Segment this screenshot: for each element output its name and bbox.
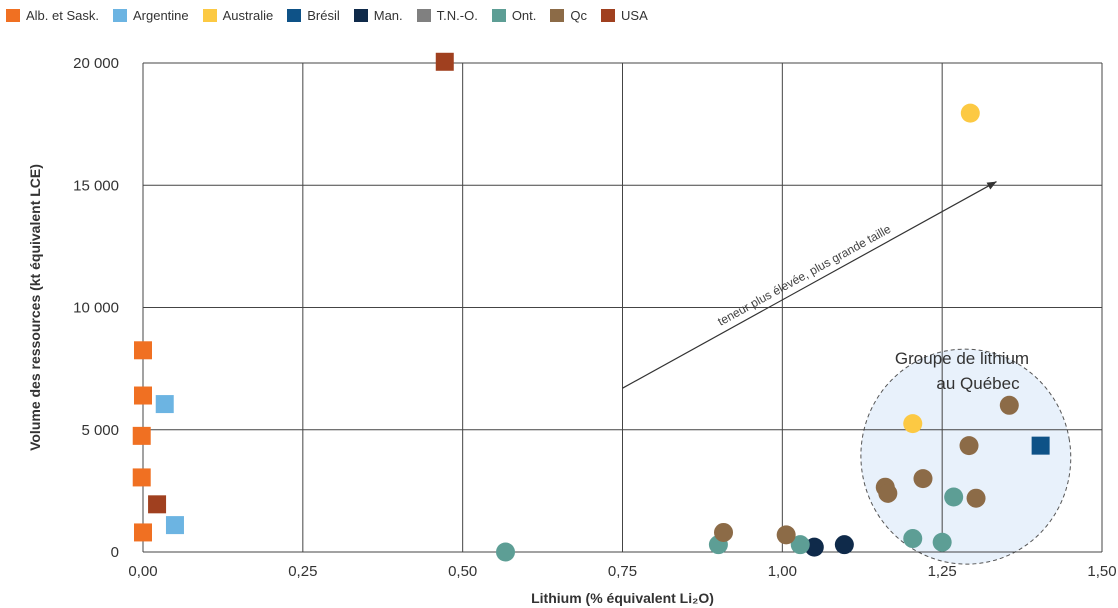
legend-item: Australie <box>202 7 274 23</box>
point-qc <box>966 488 986 508</box>
point-argentine <box>165 516 184 535</box>
x-axis-title: Lithium (% équivalent Li₂O) <box>531 590 714 606</box>
legend-label: Man. <box>373 7 403 23</box>
point-br-sil <box>1031 436 1050 455</box>
point-australie <box>960 103 980 123</box>
legend-item: Alb. et Sask. <box>6 8 99 23</box>
legend-label: Brésil <box>307 7 340 23</box>
point-man <box>804 537 824 557</box>
group-label-line1: Groupe de lithium <box>895 349 1029 368</box>
point-qc <box>714 522 734 542</box>
point-ont <box>790 535 810 555</box>
legend-label: Ont. <box>511 7 537 23</box>
x-tick-label: 1,50 <box>1087 563 1116 580</box>
x-tick-label: 0,00 <box>128 563 157 580</box>
legend-label: USA <box>621 7 648 23</box>
legend-label: T.N.-O. <box>436 7 478 23</box>
trend-arrow-head <box>986 181 997 190</box>
y-tick-label: 5 000 <box>81 422 119 439</box>
point-ont <box>903 529 923 549</box>
legend: Alb. et Sask. Argentine Australie Brésil Man… <box>6 6 662 24</box>
group-label-line2: au Québec <box>936 374 1020 393</box>
point-alb-et-sask <box>134 523 152 542</box>
legend-item: Qc <box>550 8 587 23</box>
point-ont <box>496 542 516 562</box>
point-man <box>834 535 854 555</box>
point-australie <box>903 414 923 434</box>
point-ont <box>944 487 964 507</box>
legend-item: Argentine <box>112 7 189 23</box>
legend-swatch <box>491 8 506 22</box>
legend-label: Argentine <box>132 7 189 23</box>
legend-item: Brésil <box>287 8 340 23</box>
point-alb-et-sask <box>134 386 152 405</box>
trend-arrow-label: teneur plus élevée, plus grande taille <box>715 222 893 329</box>
point-argentine <box>155 395 174 414</box>
point-qc <box>959 436 979 456</box>
legend-label: Australie <box>222 7 274 23</box>
point-qc <box>999 395 1019 415</box>
x-tick-label: 0,25 <box>288 563 317 580</box>
x-tick-label: 1,25 <box>928 563 957 580</box>
legend-label: Qc <box>570 7 588 23</box>
trend-arrow-line <box>622 181 997 389</box>
point-alb-et-sask <box>132 468 151 487</box>
point-usa <box>148 495 167 514</box>
legend-item: T.N.-O. <box>416 7 478 23</box>
x-tick-label: 0,75 <box>608 563 637 580</box>
y-axis-title: Volume des ressources (kt équivalent LCE… <box>27 164 43 451</box>
point-qc <box>913 469 933 489</box>
point-usa <box>435 52 454 71</box>
point-alb-et-sask <box>134 341 152 360</box>
legend-swatch <box>601 8 616 22</box>
legend-swatch <box>353 8 368 22</box>
legend-item: Ont. <box>491 7 537 23</box>
legend-label: Alb. et Sask. <box>26 7 99 23</box>
y-tick-label: 20 000 <box>73 55 119 72</box>
legend-swatch <box>416 8 431 22</box>
legend-swatch <box>287 8 302 22</box>
point-qc <box>776 525 796 545</box>
legend-item: Man. <box>353 7 403 23</box>
legend-swatch <box>202 8 217 22</box>
x-tick-label: 0,50 <box>448 563 477 580</box>
quebec-group-ellipse <box>860 348 1072 565</box>
legend-item: USA <box>601 8 648 23</box>
legend-swatch <box>6 8 20 22</box>
x-tick-label: 1,00 <box>768 563 797 580</box>
point-qc <box>878 483 898 503</box>
y-tick-label: 0 <box>111 544 119 561</box>
point-ont <box>932 532 952 552</box>
point-alb-et-sask <box>132 426 151 445</box>
y-tick-label: 10 000 <box>73 300 119 317</box>
legend-swatch <box>550 8 565 22</box>
y-tick-label: 15 000 <box>73 177 119 194</box>
legend-swatch <box>112 8 127 22</box>
